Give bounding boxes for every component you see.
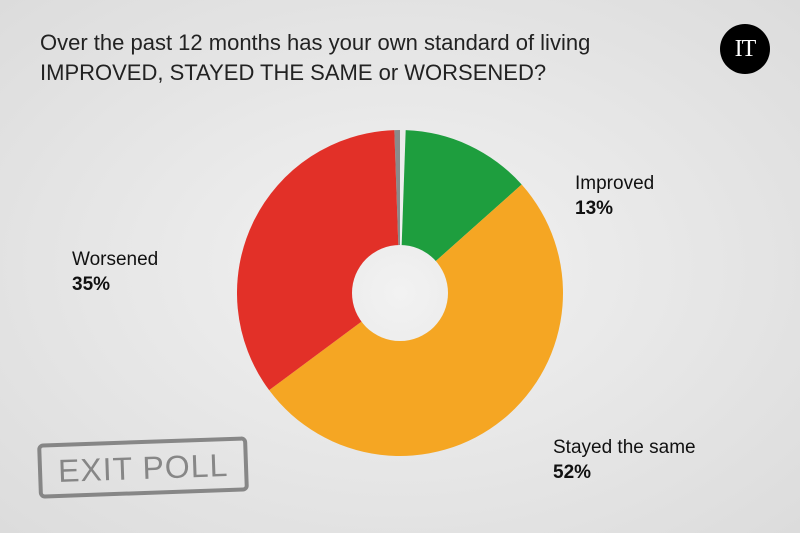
label-improved-name: Improved <box>575 172 654 197</box>
label-stayed-same-value: 52% <box>553 461 696 486</box>
donut-chart <box>237 130 563 456</box>
label-stayed-same: Stayed the same 52% <box>553 436 696 485</box>
publisher-logo-text: IT <box>735 36 756 63</box>
donut-hole <box>352 245 448 341</box>
infographic-canvas: Over the past 12 months has your own sta… <box>0 0 800 533</box>
label-worsened-value: 35% <box>72 273 158 298</box>
label-improved-value: 13% <box>575 197 654 222</box>
label-stayed-same-name: Stayed the same <box>553 436 696 461</box>
exit-poll-stamp-text: EXIT POLL <box>57 447 228 489</box>
publisher-logo: IT <box>720 24 770 74</box>
exit-poll-stamp: EXIT POLL <box>37 436 249 498</box>
question-title: Over the past 12 months has your own sta… <box>40 28 640 87</box>
label-worsened: Worsened 35% <box>72 248 158 297</box>
label-worsened-name: Worsened <box>72 248 158 273</box>
label-improved: Improved 13% <box>575 172 654 221</box>
